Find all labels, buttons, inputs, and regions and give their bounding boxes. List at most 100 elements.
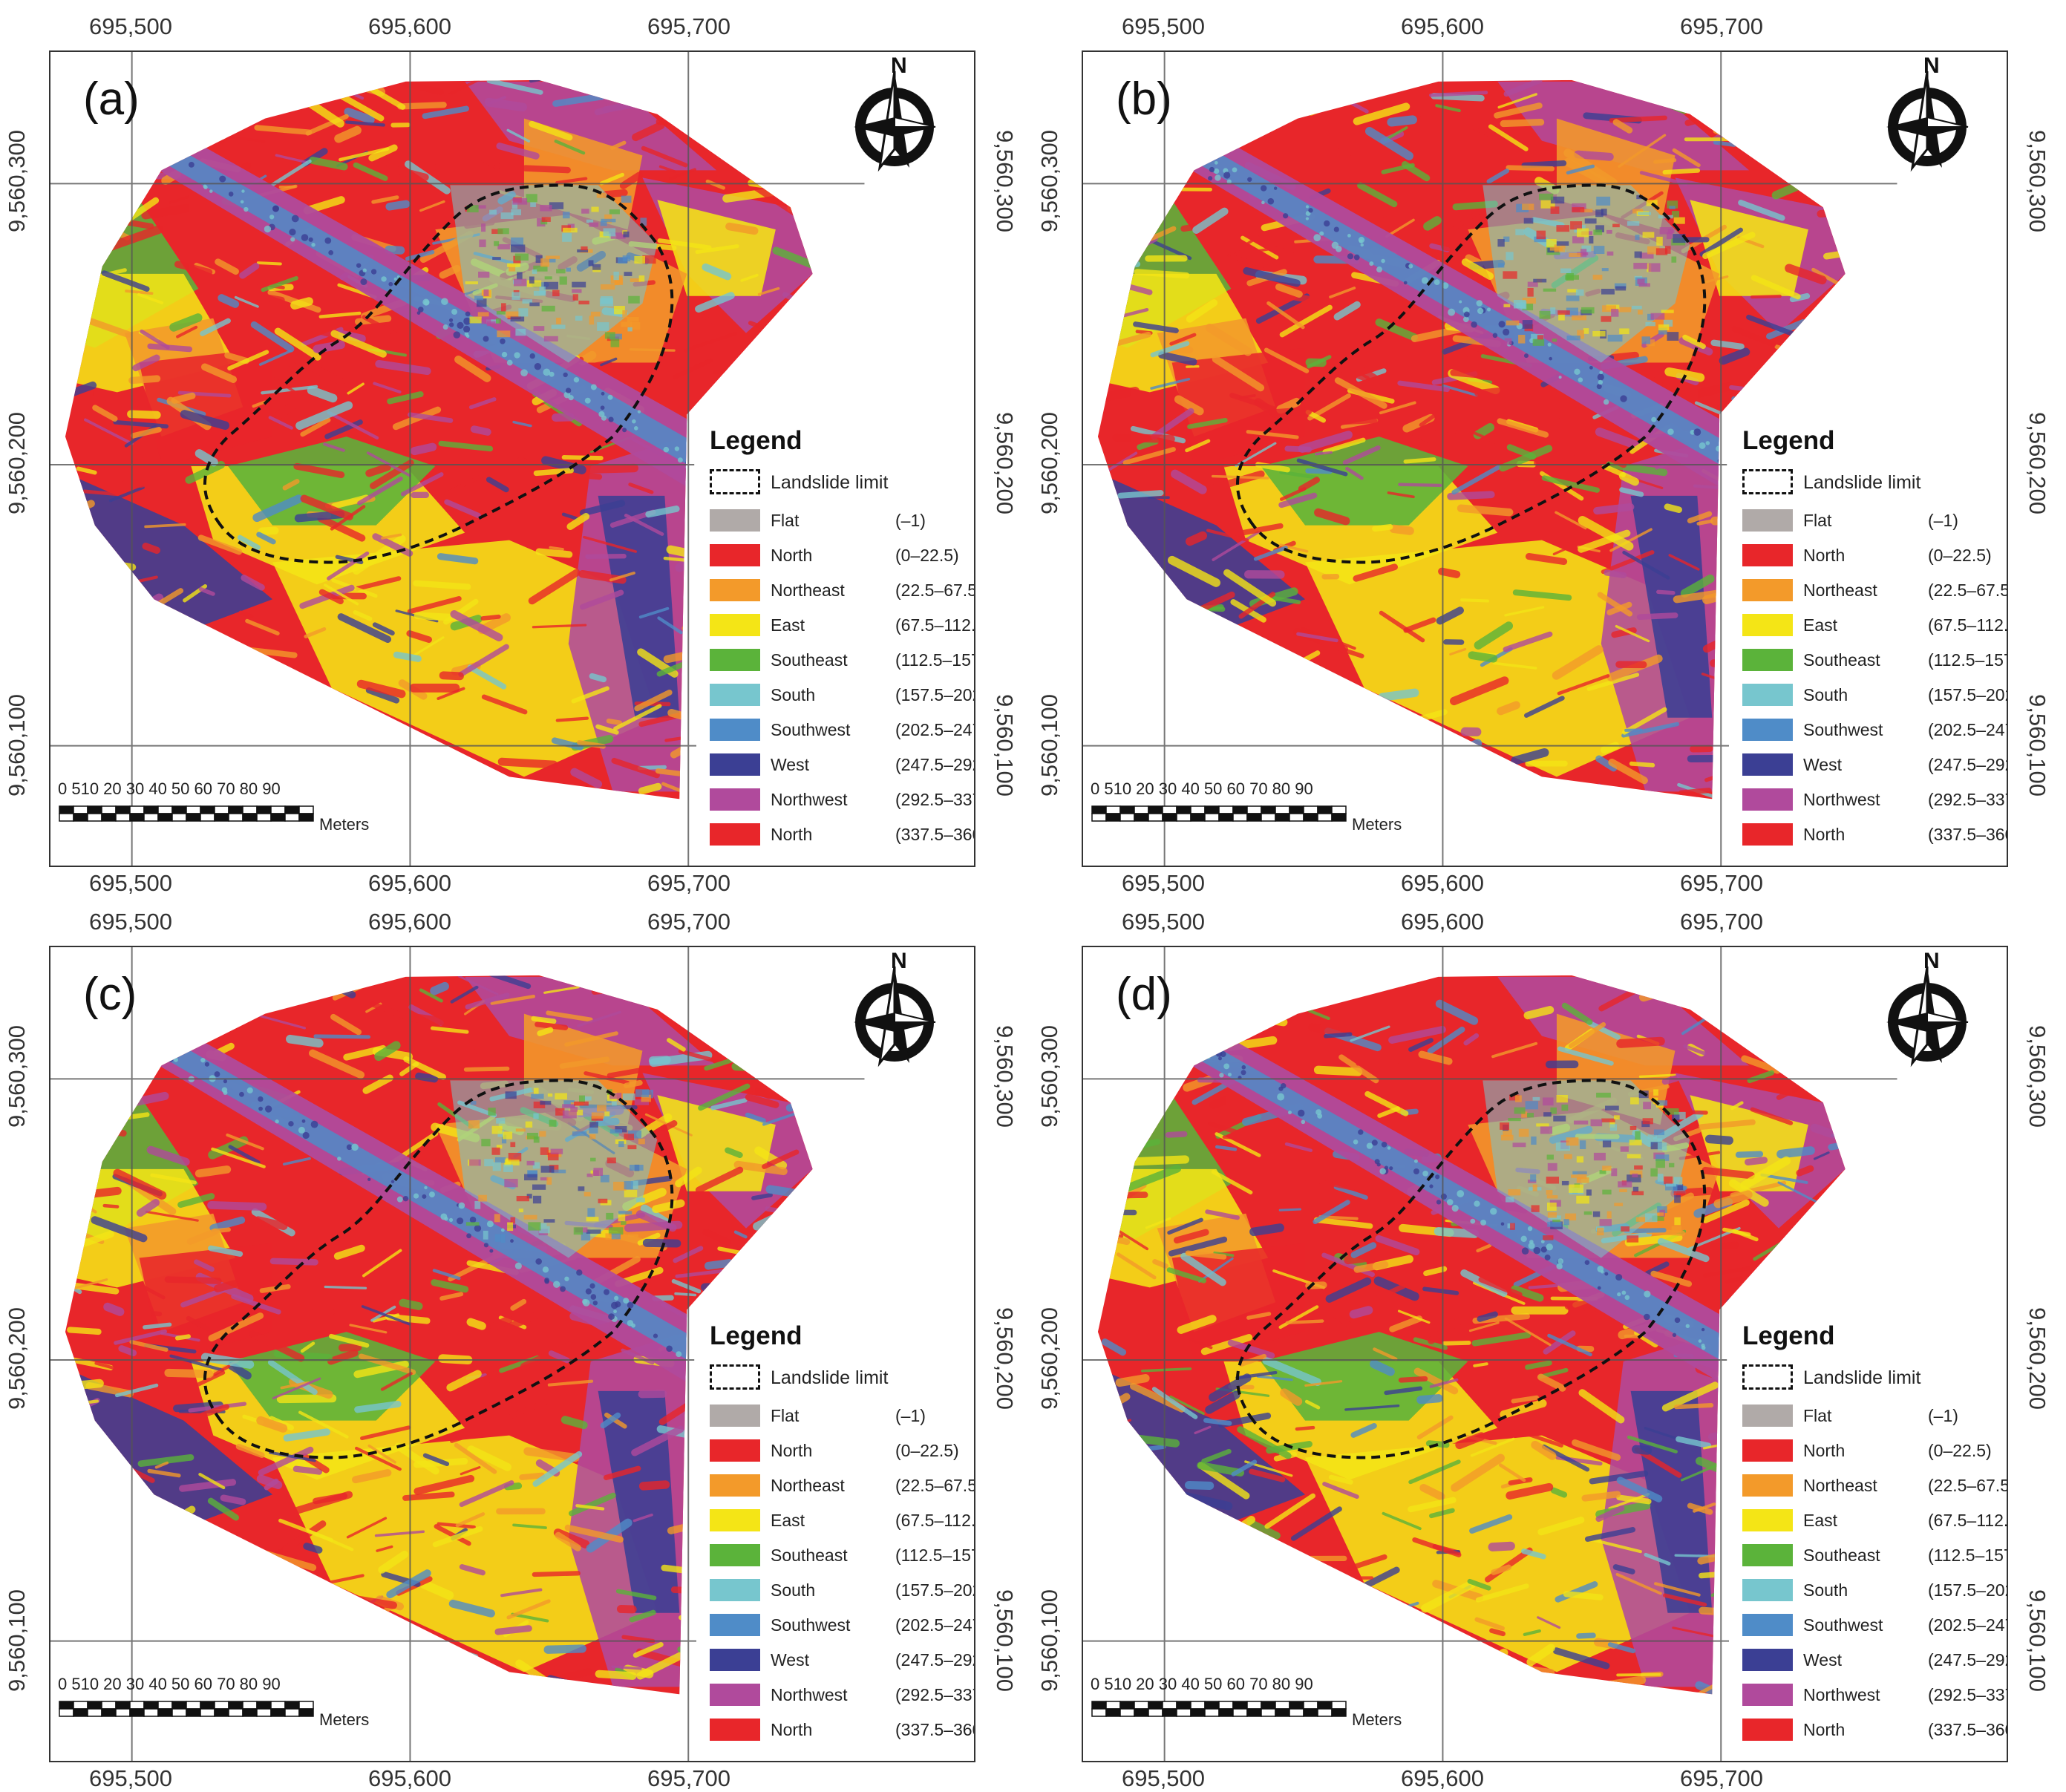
- legend-class-name: North: [771, 1720, 812, 1740]
- legend-row: Northwest (292.5–337.5): [1742, 1684, 2008, 1707]
- legend-class-name: South: [1803, 1580, 1848, 1600]
- x-tick-label-bottom: 695,500: [1122, 870, 1205, 897]
- legend-class-name: North: [771, 1441, 812, 1461]
- legend-swatch: [710, 1684, 760, 1706]
- legend-row: West(247.5–292.5): [710, 1649, 975, 1672]
- legend-row: West (247.5–292.5): [710, 753, 975, 777]
- legend-class-name: Northeast: [1803, 1476, 1877, 1496]
- svg-text:N: N: [1923, 56, 1940, 78]
- legend-swatch: [1742, 684, 1793, 706]
- legend-swatch: [710, 1405, 760, 1427]
- legend-row: North(0–22.5): [1742, 544, 2008, 568]
- legend-class-name: Southeast: [771, 650, 848, 670]
- legend-class-name: East: [1803, 615, 1837, 635]
- x-tick-label-bottom: 695,600: [368, 1765, 451, 1792]
- x-tick-label-top: 695,500: [1122, 13, 1205, 40]
- legend-class-name: Northwest: [771, 1685, 848, 1705]
- map-frame: (a) N 0 510 20 30 40 50 60 70 80 90 Mete…: [49, 50, 975, 867]
- scale-bar-ticks: 0 510 20 30 40 50 60 70 80 90: [58, 1675, 281, 1694]
- legend-class-name: Southeast: [1803, 650, 1880, 670]
- legend-swatch: [1742, 1439, 1793, 1462]
- legend-swatch: [1742, 1474, 1793, 1497]
- legend-label: Landslide limit: [1803, 1367, 1920, 1389]
- legend-swatch: [710, 1474, 760, 1497]
- legend-class-range: (157.5–202.5): [1928, 1580, 2008, 1600]
- legend-class-name: East: [1803, 1511, 1837, 1531]
- y-tick-label-left: 9,560,200: [4, 408, 30, 519]
- panel-label: (d): [1116, 968, 1172, 1021]
- legend-swatch: [710, 1579, 760, 1601]
- legend-class-range: (–1): [895, 1406, 926, 1426]
- legend-class-range: (112.5–157.5): [1928, 650, 2008, 670]
- y-tick-label-left: 9,560,300: [1036, 125, 1063, 237]
- y-tick-label-right: 9,560,100: [991, 690, 1018, 801]
- y-tick-label-right: 9,560,300: [991, 125, 1018, 237]
- legend-label: Landslide limit: [771, 472, 888, 494]
- legend-swatch: [710, 509, 760, 532]
- legend-swatch: [1742, 1579, 1793, 1601]
- legend-row: North(337.5–360): [1742, 823, 2008, 847]
- legend-class-range: (292.5–337.5): [1928, 1685, 2008, 1705]
- legend-swatch: [710, 823, 760, 846]
- legend-class-name: West: [771, 755, 809, 775]
- x-tick-label-bottom: 695,600: [1401, 870, 1484, 897]
- map-panel-d: 695,500 695,600 695,700 695,500 695,600 …: [1033, 895, 2065, 1791]
- legend-swatch: [710, 544, 760, 566]
- legend-row: Southeast (112.5–157.5): [1742, 649, 2008, 673]
- legend-class-range: (67.5–112.5): [895, 1511, 975, 1531]
- legend-row: Southwest (202.5–247.5): [710, 719, 975, 742]
- legend-row: Flat (–1): [710, 1405, 975, 1428]
- legend-class-range: (67.5–112.5): [1928, 615, 2008, 635]
- x-tick-label-top: 695,700: [647, 909, 730, 935]
- scale-bar-unit: Meters: [1352, 1710, 1402, 1730]
- legend-swatch-dashed: [710, 469, 760, 494]
- legend-swatch-dashed: [1742, 1364, 1793, 1390]
- x-tick-label-top: 695,500: [89, 13, 172, 40]
- legend-row: East(67.5–112.5): [1742, 1509, 2008, 1533]
- x-tick-label-bottom: 695,700: [647, 870, 730, 897]
- legend-class-name: Flat: [771, 1406, 799, 1426]
- legend-class-name: West: [1803, 1650, 1842, 1670]
- legend-class-name: Southwest: [771, 720, 850, 740]
- legend-row: Northeast(22.5–67.5): [710, 1474, 975, 1498]
- legend-row: North(0–22.5): [710, 544, 975, 568]
- y-tick-label-left: 9,560,200: [1036, 1303, 1063, 1414]
- svg-text:N: N: [891, 56, 907, 78]
- legend-row: South (157.5–202.5): [710, 684, 975, 707]
- legend-class-range: (112.5–157.5): [1928, 1546, 2008, 1566]
- legend-row: Northeast(22.5–67.5): [1742, 579, 2008, 603]
- x-tick-label-top: 695,600: [368, 909, 451, 935]
- legend-row: East(67.5–112.5): [710, 1509, 975, 1533]
- legend-swatch: [1742, 509, 1793, 532]
- legend-class-name: Southwest: [1803, 1615, 1883, 1635]
- legend-swatch: [710, 614, 760, 636]
- legend-class-name: North: [1803, 1441, 1845, 1461]
- legend-swatch: [710, 649, 760, 671]
- legend-row: Southeast(112.5–157.5): [710, 1544, 975, 1568]
- legend-label: Landslide limit: [771, 1367, 888, 1389]
- legend-row: Flat(–1): [1742, 509, 2008, 533]
- legend-class-range: (337.5–360): [895, 1720, 975, 1740]
- legend-class-name: Northwest: [771, 790, 848, 810]
- legend-class-range: (247.5–292.5): [895, 755, 975, 775]
- legend-swatch: [1742, 614, 1793, 636]
- legend-row: Southeast(112.5–157.5): [1742, 1544, 2008, 1568]
- legend-class-range: (157.5–202.5): [895, 685, 975, 705]
- legend-class-name: Northwest: [1803, 790, 1880, 810]
- x-tick-label-bottom: 695,700: [1680, 870, 1763, 897]
- legend-class-range: (202.5–247.5): [895, 720, 975, 740]
- legend-class-name: North: [1803, 825, 1845, 845]
- legend-class-range: (0–22.5): [895, 546, 959, 566]
- legend-row: South(157.5–202.5): [1742, 684, 2008, 707]
- legend-row: West(247.5–292.5): [1742, 1649, 2008, 1672]
- scale-bar: 0 510 20 30 40 50 60 70 80 90 Meters: [1091, 779, 1402, 839]
- north-arrow-compass-icon: N: [1872, 56, 1983, 190]
- legend-row: South (157.5–202.5): [1742, 1579, 2008, 1603]
- x-tick-label-top: 695,600: [1401, 909, 1484, 935]
- legend-class-name: Northwest: [1803, 1685, 1880, 1705]
- legend-swatch: [710, 1544, 760, 1566]
- legend-row: Southwest(202.5–247.5): [710, 1614, 975, 1638]
- legend-row: North(337.5–360): [1742, 1719, 2008, 1742]
- y-tick-label-left: 9,560,200: [4, 1303, 30, 1414]
- legend-class-name: South: [771, 685, 815, 705]
